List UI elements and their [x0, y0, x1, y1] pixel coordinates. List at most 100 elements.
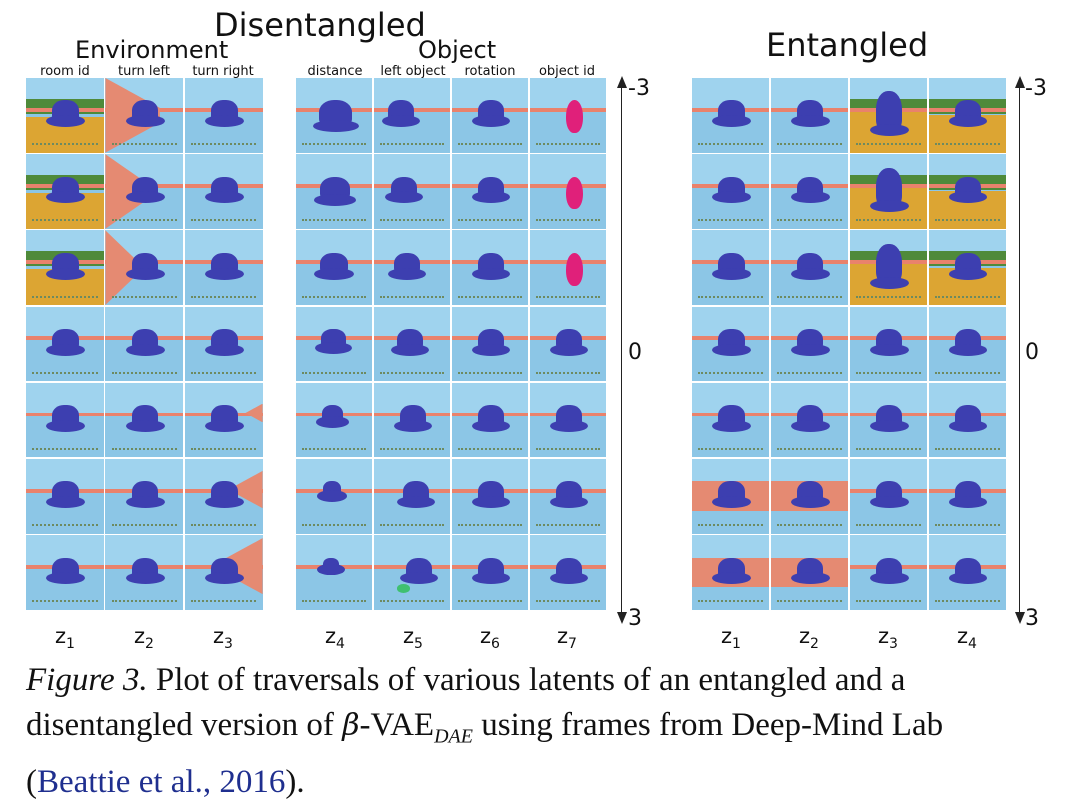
environment-frame — [184, 78, 263, 153]
environment-frame — [184, 535, 263, 610]
entangled-frame — [849, 230, 928, 305]
column-label-left-object: left object — [380, 64, 446, 79]
object-frame — [451, 535, 529, 610]
latent-label-z4: z4 — [325, 624, 345, 653]
entangled-latent-label-z2: z2 — [799, 624, 819, 653]
object-frame — [451, 154, 529, 229]
caption-vae-subscript: DAE — [434, 725, 473, 748]
object-frame — [451, 459, 529, 534]
object-frame — [451, 230, 529, 305]
object-frame — [373, 230, 451, 305]
environment-frame — [105, 459, 184, 534]
environment-frame — [26, 382, 104, 458]
environment-frame — [184, 230, 263, 305]
latent-label-z5: z5 — [403, 624, 423, 653]
object-frame — [373, 306, 451, 382]
environment-frame — [184, 382, 263, 458]
environment-frame — [26, 230, 104, 305]
entangled-axis-arrow-top — [1015, 76, 1025, 88]
environment-frame — [26, 459, 104, 534]
entangled-frame — [928, 154, 1006, 229]
latent-label-z6: z6 — [480, 624, 500, 653]
object-frame — [529, 535, 606, 610]
object-frame — [529, 459, 606, 534]
entangled-frame — [928, 382, 1006, 458]
entangled-frame — [849, 78, 928, 153]
environment-frame — [26, 306, 104, 382]
environment-frame — [184, 459, 263, 534]
environment-frame — [26, 78, 104, 153]
entangled-frame — [928, 230, 1006, 305]
object-frame — [529, 306, 606, 382]
entangled-frame — [770, 459, 849, 534]
object-frame — [296, 154, 373, 229]
column-label-turn-left: turn left — [118, 64, 170, 79]
caption-text-2: using frames from Deep-Mind Lab ( — [26, 707, 944, 800]
column-label-distance: distance — [307, 64, 363, 79]
object-frame — [373, 459, 451, 534]
object-frame — [296, 78, 373, 153]
environment-frame — [105, 535, 184, 610]
entangled-frame — [770, 535, 849, 610]
object-frame — [529, 154, 606, 229]
entangled-axis-tick-bottom: 3 — [1025, 606, 1039, 631]
object-traversal-grid — [296, 78, 606, 626]
object-frame — [296, 382, 373, 458]
environment-frame — [105, 78, 184, 153]
entangled-axis-tick-middle: 0 — [1025, 340, 1039, 365]
column-label-object-id: object id — [538, 64, 596, 79]
column-label-turn-right: turn right — [192, 64, 254, 79]
latent-label-z1: z1 — [55, 624, 75, 653]
entangled-frame — [692, 78, 770, 153]
entangled-frame — [692, 306, 770, 382]
entangled-frame — [692, 230, 770, 305]
latent-label-z7: z7 — [557, 624, 577, 653]
figure-label: Figure 3. — [26, 662, 148, 698]
entangled-traversal-grid — [692, 78, 1006, 626]
heading-environment: Environment — [75, 36, 229, 64]
object-frame — [373, 535, 451, 610]
environment-frame — [105, 382, 184, 458]
environment-frame — [26, 154, 104, 229]
traversal-axis-line — [621, 86, 622, 614]
object-frame — [451, 78, 529, 153]
entangled-frame — [692, 154, 770, 229]
axis-tick-top: -3 — [628, 76, 650, 101]
citation-link[interactable]: Beattie et al., 2016 — [37, 763, 286, 800]
entangled-frame — [692, 535, 770, 610]
environment-frame — [105, 306, 184, 382]
object-frame — [451, 306, 529, 382]
object-frame — [373, 382, 451, 458]
traversal-axis-arrow-top — [617, 76, 627, 88]
entangled-frame — [849, 154, 928, 229]
object-frame — [296, 459, 373, 534]
environment-frame — [184, 154, 263, 229]
caption-text-3: ). — [285, 763, 305, 800]
object-frame — [451, 382, 529, 458]
entangled-frame — [692, 459, 770, 534]
entangled-frame — [770, 306, 849, 382]
caption-beta: β — [342, 708, 360, 743]
object-frame — [373, 78, 451, 153]
object-frame — [529, 230, 606, 305]
caption-text-1: Plot of traversals of various latents of… — [26, 662, 906, 743]
entangled-frame — [770, 382, 849, 458]
entangled-frame — [849, 535, 928, 610]
object-frame — [296, 535, 373, 610]
environment-frame — [184, 306, 263, 382]
environment-frame — [105, 154, 184, 229]
environment-frame — [26, 535, 104, 610]
traversal-axis-arrow-bottom — [617, 612, 627, 624]
entangled-frame — [928, 535, 1006, 610]
entangled-frame — [849, 382, 928, 458]
entangled-latent-label-z1: z1 — [721, 624, 741, 653]
entangled-latent-label-z3: z3 — [878, 624, 898, 653]
latent-label-z2: z2 — [134, 624, 154, 653]
entangled-frame — [849, 306, 928, 382]
entangled-frame — [849, 459, 928, 534]
entangled-axis-tick-top: -3 — [1025, 76, 1047, 101]
object-frame — [529, 382, 606, 458]
object-frame — [373, 154, 451, 229]
column-label-rotation: rotation — [464, 64, 516, 79]
heading-entangled: Entangled — [766, 26, 929, 64]
